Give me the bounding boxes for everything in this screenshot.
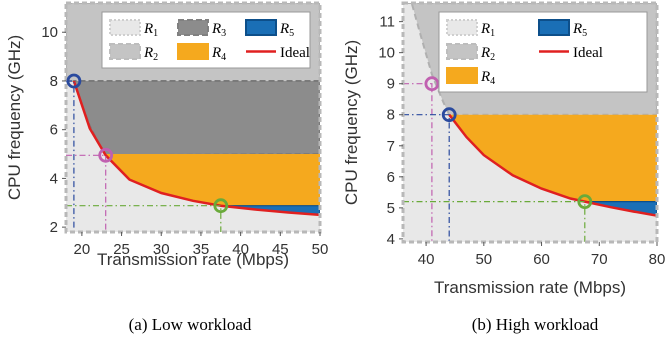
legend-label-2: R5 (572, 21, 587, 39)
legend-swatch-5 (177, 43, 209, 60)
y-tick-label: 10 (41, 24, 58, 41)
marker-3 (577, 194, 593, 210)
region-r4 (449, 114, 657, 202)
marker-1 (424, 76, 440, 92)
legend-label-2: R3 (211, 21, 226, 39)
ideal-curve (72, 80, 320, 217)
legend-subscript: 1 (153, 28, 158, 39)
legend-label-4: Ideal (573, 45, 603, 61)
legend-symbol: R (143, 45, 153, 61)
y-tick-label: 10 (378, 45, 395, 62)
plot-frame (64, 1, 322, 234)
x-tick-label: 60 (533, 251, 550, 268)
marker-2 (441, 107, 457, 123)
legend-subscript: 4 (490, 76, 495, 87)
x-tick-label: 40 (232, 241, 249, 258)
y-tick-label: 2 (50, 219, 58, 236)
y-tick-label: 8 (387, 107, 395, 124)
legend-symbol: R (572, 21, 582, 37)
x-tick-label: 25 (113, 241, 130, 258)
y-tick-label: 9 (387, 76, 395, 93)
chart-caption: (a) Low workload (129, 315, 252, 334)
legend-swatch-3 (245, 19, 277, 36)
legend-symbol: R (480, 21, 490, 37)
guide-line-2 (403, 114, 450, 242)
legend-subscript: 5 (582, 28, 587, 39)
legend-subscript: 1 (490, 28, 495, 39)
legend-swatch-1 (109, 19, 141, 36)
region-r4 (105, 154, 320, 206)
legend-label-1: R1 (143, 21, 158, 39)
x-tick-label: 35 (193, 241, 210, 258)
guide-line-2 (66, 154, 107, 232)
chart-caption: (b) High workload (472, 315, 599, 334)
x-tick-label: 80 (649, 251, 666, 268)
legend-symbol: R (279, 21, 289, 37)
legend-label-4: R2 (143, 45, 158, 63)
y-tick-label: 7 (387, 138, 395, 155)
y-tick-label: 11 (379, 14, 395, 31)
legend-symbol: R (480, 69, 490, 85)
y-tick-label: 4 (50, 170, 58, 187)
legend-subscript: 2 (153, 52, 158, 63)
legend-swatch-2 (538, 19, 570, 36)
x-tick-label: 45 (272, 241, 289, 258)
x-tick-label: 50 (475, 251, 492, 268)
y-tick-label: 5 (387, 200, 395, 217)
legend-swatch-4 (109, 43, 141, 60)
plot-frame (401, 1, 659, 244)
ideal-curve (448, 113, 657, 217)
y-axis-label: CPU frequency (GHz) (342, 40, 361, 205)
legend-symbol: R (211, 45, 221, 61)
legend-label-5: R4 (211, 45, 226, 63)
legend-symbol: R (143, 21, 153, 37)
x-axis-label: Transmission rate (Mbps) (97, 250, 289, 269)
legend-subscript: 4 (221, 52, 226, 63)
x-tick-label: 40 (418, 251, 435, 268)
legend-symbol: R (211, 21, 221, 37)
marker-3 (213, 198, 229, 214)
y-axis-label: CPU frequency (GHz) (5, 35, 24, 200)
legend-symbol: R (480, 45, 490, 61)
legend-swatch-5 (446, 67, 478, 84)
region-r3 (72, 79, 320, 157)
marker-1 (66, 73, 82, 89)
legend-label-5: R4 (480, 69, 495, 87)
x-axis-label: Transmission rate (Mbps) (434, 278, 626, 297)
legend-swatch-3 (446, 43, 478, 60)
legend-label-3: R2 (480, 45, 495, 63)
legend-label-6: Ideal (280, 45, 310, 61)
legend-swatch-1 (446, 19, 478, 36)
x-tick-label: 30 (153, 241, 170, 258)
marker-2 (98, 147, 114, 163)
x-tick-label: 20 (74, 241, 91, 258)
y-tick-label: 8 (50, 73, 58, 90)
x-tick-label: 50 (312, 241, 329, 258)
legend-label-1: R1 (480, 21, 495, 39)
guide-line-3 (66, 205, 222, 232)
legend-label-3: R5 (279, 21, 294, 39)
x-tick-label: 70 (591, 251, 608, 268)
y-tick-label: 4 (387, 231, 395, 248)
legend-subscript: 5 (289, 28, 294, 39)
legend-subscript: 3 (221, 28, 226, 39)
guide-line-1 (403, 83, 433, 242)
y-tick-label: 6 (387, 169, 395, 186)
legend-subscript: 2 (490, 52, 495, 63)
chart-panel-b: 40 50 60 70 80 4 5 6 7 8 9 10 11 Transmission rate (M… (342, 1, 666, 334)
y-tick-label: 6 (50, 122, 58, 139)
legend-swatch-2 (177, 19, 209, 36)
